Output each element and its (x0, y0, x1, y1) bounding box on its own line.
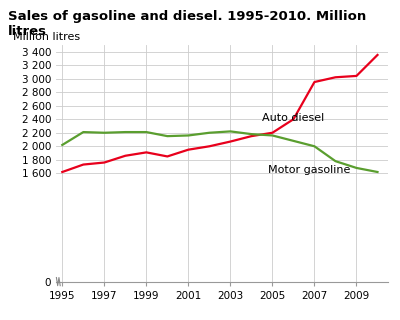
Text: Sales of gasoline and diesel. 1995-2010. Million litres: Sales of gasoline and diesel. 1995-2010.… (8, 10, 366, 38)
Text: Auto diesel: Auto diesel (262, 113, 324, 123)
Text: Million litres: Million litres (13, 32, 80, 43)
Text: Motor gasoline: Motor gasoline (268, 165, 351, 175)
